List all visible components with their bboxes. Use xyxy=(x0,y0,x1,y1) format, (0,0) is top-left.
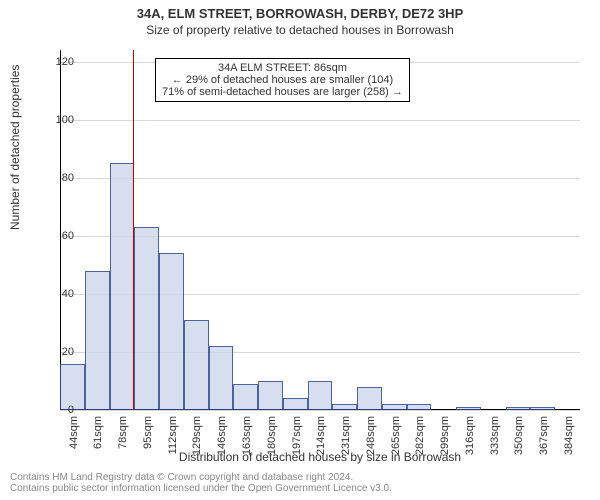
y-tick-label: 20 xyxy=(34,346,74,358)
histogram-bar xyxy=(357,387,382,410)
histogram-bar xyxy=(407,404,432,410)
x-tick-label: 367sqm xyxy=(538,416,550,455)
histogram-chart: 34A ELM STREET: 86sqm← 29% of detached h… xyxy=(60,50,580,410)
histogram-bar xyxy=(308,381,333,410)
gridline xyxy=(60,410,580,411)
x-tick-label: 384sqm xyxy=(563,416,575,455)
y-tick-label: 120 xyxy=(34,56,74,68)
x-tick-label: 350sqm xyxy=(513,416,525,455)
x-tick-label: 146sqm xyxy=(216,416,228,455)
y-axis-label: Number of detached properties xyxy=(8,65,22,230)
histogram-bar xyxy=(85,271,110,410)
histogram-bar xyxy=(332,404,357,410)
x-tick-label: 112sqm xyxy=(167,416,179,454)
histogram-bar xyxy=(530,407,555,410)
x-tick-label: 299sqm xyxy=(439,416,451,455)
page-subtitle: Size of property relative to detached ho… xyxy=(0,21,600,37)
y-tick-label: 0 xyxy=(34,404,74,416)
y-tick-label: 60 xyxy=(34,230,74,242)
annotation-line-1: 34A ELM STREET: 86sqm xyxy=(162,62,403,74)
histogram-bar xyxy=(110,163,135,410)
gridline xyxy=(60,178,580,179)
x-tick-label: 78sqm xyxy=(117,416,129,449)
histogram-bar xyxy=(209,346,234,410)
x-tick-label: 214sqm xyxy=(315,416,327,455)
y-tick-label: 80 xyxy=(34,172,74,184)
x-tick-label: 129sqm xyxy=(191,416,203,455)
x-tick-label: 61sqm xyxy=(92,416,104,449)
x-tick-label: 248sqm xyxy=(365,416,377,455)
x-tick-label: 231sqm xyxy=(340,416,352,455)
footer-line-2: Contains public sector information licen… xyxy=(10,483,392,494)
x-tick-label: 333sqm xyxy=(489,416,501,455)
x-tick-label: 316sqm xyxy=(464,416,476,455)
histogram-bar xyxy=(382,404,407,410)
histogram-bar xyxy=(233,384,258,410)
histogram-bar xyxy=(506,407,531,410)
histogram-bar xyxy=(283,398,308,410)
y-tick-label: 40 xyxy=(34,288,74,300)
plot-area: 34A ELM STREET: 86sqm← 29% of detached h… xyxy=(60,50,580,410)
histogram-bar xyxy=(184,320,209,410)
histogram-bar xyxy=(159,253,184,410)
page-title: 34A, ELM STREET, BORROWASH, DERBY, DE72 … xyxy=(0,0,600,21)
x-tick-label: 265sqm xyxy=(390,416,402,455)
footer-text: Contains HM Land Registry data © Crown c… xyxy=(10,472,392,494)
x-tick-label: 180sqm xyxy=(266,416,278,455)
annotation-box: 34A ELM STREET: 86sqm← 29% of detached h… xyxy=(155,58,410,102)
annotation-line-3: 71% of semi-detached houses are larger (… xyxy=(162,86,403,98)
histogram-bar xyxy=(134,227,159,410)
footer-line-1: Contains HM Land Registry data © Crown c… xyxy=(10,472,392,483)
histogram-bar xyxy=(258,381,283,410)
marker-line xyxy=(133,50,134,410)
x-tick-label: 282sqm xyxy=(414,416,426,455)
x-tick-label: 197sqm xyxy=(291,416,303,455)
x-tick-label: 163sqm xyxy=(241,416,253,455)
histogram-bar xyxy=(456,407,481,410)
x-tick-label: 95sqm xyxy=(142,416,154,449)
x-tick-label: 44sqm xyxy=(68,416,80,449)
y-tick-label: 100 xyxy=(34,114,74,126)
annotation-line-2: ← 29% of detached houses are smaller (10… xyxy=(162,74,403,86)
gridline xyxy=(60,120,580,121)
